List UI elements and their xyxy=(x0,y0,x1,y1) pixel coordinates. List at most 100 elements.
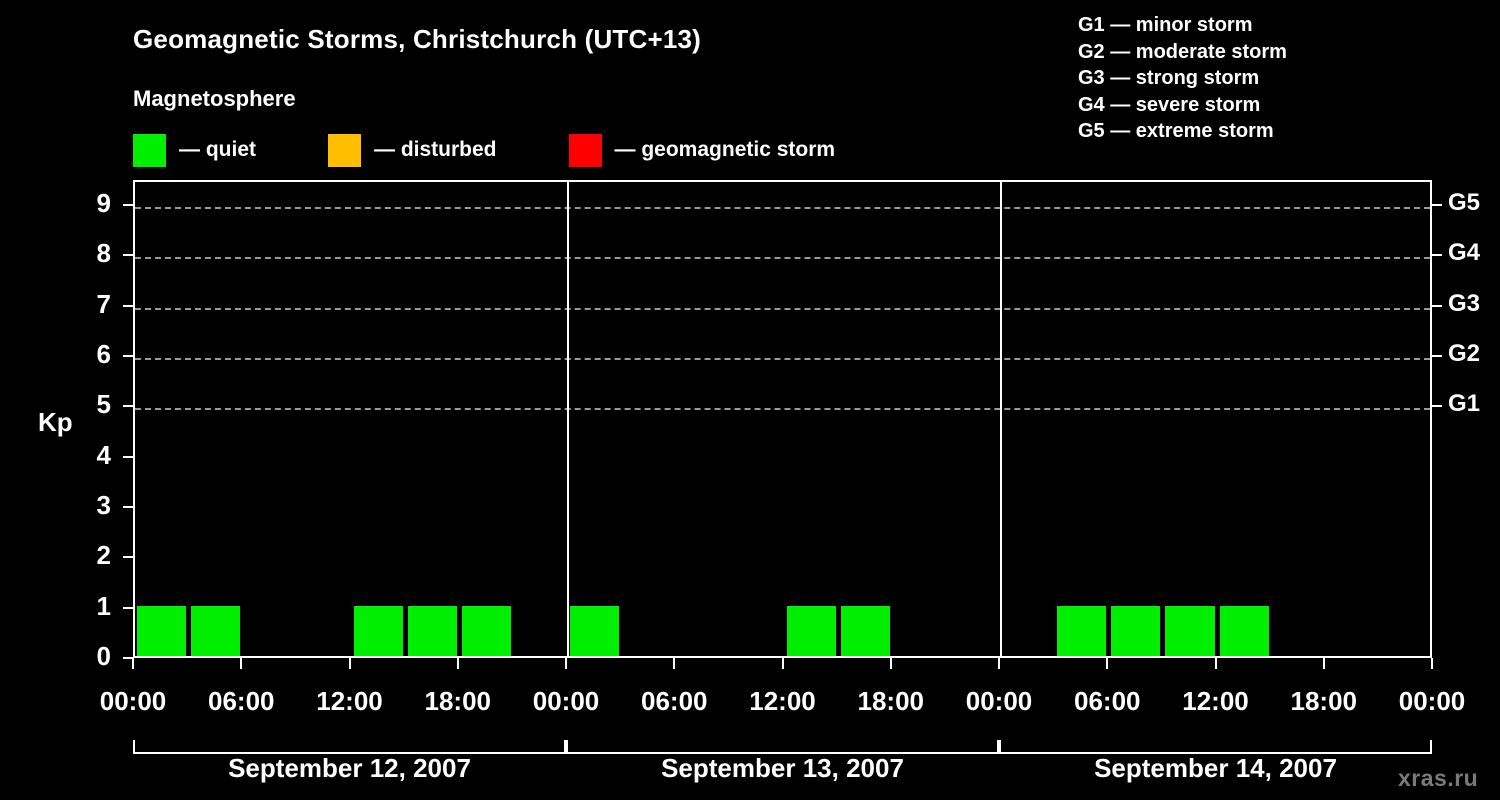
x-axis-tick-label: 00:00 xyxy=(532,686,600,716)
bar xyxy=(353,605,403,656)
bar xyxy=(1219,605,1269,656)
g-axis-tick xyxy=(1432,254,1442,257)
date-bracket xyxy=(999,740,1432,754)
x-axis-tick xyxy=(132,658,134,669)
g-axis-tick-label: G1 xyxy=(1448,390,1481,418)
x-axis-tick xyxy=(1106,658,1109,669)
y-axis-tick xyxy=(123,405,133,408)
x-axis-tick-label: 00:00 xyxy=(99,686,167,716)
g-axis-tick xyxy=(1432,204,1442,207)
gridline xyxy=(135,207,1430,210)
y-axis-tick-label: 4 xyxy=(96,439,111,470)
x-axis-tick-label: 06:00 xyxy=(208,686,275,716)
plot-area xyxy=(133,180,1432,658)
g-axis-tick-label: G5 xyxy=(1448,189,1481,217)
gridline xyxy=(135,257,1430,260)
y-axis-tick xyxy=(123,657,133,659)
legend-swatch-disturbed xyxy=(328,133,361,167)
magnetosphere-legend: — quiet — disturbed — geomagnetic storm xyxy=(133,133,835,167)
g-scale-legend: G1 — minor storm G2 — moderate storm G3 … xyxy=(1078,12,1287,145)
legend-label-storm: — geomagnetic storm xyxy=(614,138,836,161)
legend-swatch-quiet xyxy=(133,133,166,167)
x-axis-tick xyxy=(1322,658,1325,669)
bar xyxy=(840,605,890,656)
bar xyxy=(1111,605,1161,656)
y-axis-tick-label: 9 xyxy=(96,188,111,219)
x-axis-tick xyxy=(1214,658,1217,669)
bar xyxy=(137,605,187,656)
bar xyxy=(786,605,836,656)
bar xyxy=(407,605,457,656)
x-axis-tick xyxy=(565,658,567,669)
date-label: September 13, 2007 xyxy=(661,753,904,783)
x-axis-tick xyxy=(1431,658,1433,669)
y-axis-tick xyxy=(123,506,133,509)
date-label: September 14, 2007 xyxy=(1094,753,1337,783)
date-bracket xyxy=(566,740,999,754)
x-axis-tick xyxy=(348,658,351,669)
y-axis-tick-label: 7 xyxy=(96,288,111,319)
y-axis-title: Kp xyxy=(38,407,73,437)
y-axis-tick-label: 6 xyxy=(96,339,111,370)
g-axis-tick-label: G3 xyxy=(1448,289,1481,317)
x-axis-tick xyxy=(456,658,459,669)
g-scale-legend-item-g4: G4 — severe storm xyxy=(1078,93,1261,116)
legend-item-storm: — geomagnetic storm xyxy=(568,133,836,167)
g-scale-legend-item-g2: G2 — moderate storm xyxy=(1078,40,1287,63)
legend-item-disturbed: — disturbed xyxy=(328,133,497,167)
x-axis-tick-label: 00:00 xyxy=(1398,686,1466,716)
watermark: xras.ru xyxy=(1398,765,1479,791)
g-scale-legend-item-g5: G5 — extreme storm xyxy=(1078,120,1274,142)
g-scale-legend-item-g1: G1 — minor storm xyxy=(1078,14,1253,36)
day-separator xyxy=(1000,182,1002,656)
y-axis-tick-label: 2 xyxy=(96,540,111,571)
g-axis-tick-label: G4 xyxy=(1448,239,1481,267)
gridline xyxy=(135,358,1430,361)
legend-label-quiet: — quiet xyxy=(179,138,256,161)
y-axis-tick-label: 0 xyxy=(96,641,111,671)
x-axis-tick-label: 12:00 xyxy=(316,686,383,716)
y-axis-tick-label: 3 xyxy=(96,490,111,521)
x-axis-tick-label: 06:00 xyxy=(641,686,708,716)
page-title: Geomagnetic Storms, Christchurch (UTC+13… xyxy=(133,24,702,54)
bar xyxy=(461,605,511,656)
y-axis-tick xyxy=(123,204,133,207)
g-axis-tick xyxy=(1432,355,1442,358)
x-axis-tick-label: 18:00 xyxy=(857,686,925,716)
day-separator xyxy=(567,182,569,656)
x-axis-tick-label: 06:00 xyxy=(1074,686,1141,716)
g-axis-tick-label: G2 xyxy=(1448,340,1481,368)
y-axis-tick-label: 8 xyxy=(96,238,111,269)
y-axis-tick-label: 1 xyxy=(96,590,111,621)
bar xyxy=(191,605,241,656)
date-bracket xyxy=(133,740,566,754)
g-scale-legend-item-g3: G3 — strong storm xyxy=(1078,67,1260,89)
y-axis-tick xyxy=(123,455,133,458)
x-axis-tick-label: 18:00 xyxy=(424,686,492,716)
bar xyxy=(1057,605,1107,656)
bar xyxy=(1165,605,1215,656)
g-axis-tick xyxy=(1432,304,1442,307)
y-axis-tick xyxy=(123,355,133,358)
x-axis-tick xyxy=(673,658,676,669)
x-axis-tick xyxy=(240,658,243,669)
gridline xyxy=(135,307,1430,310)
x-axis-tick-label: 12:00 xyxy=(1182,686,1249,716)
y-axis-tick xyxy=(123,556,133,559)
x-axis-tick-label: 00:00 xyxy=(965,686,1033,716)
x-axis-tick xyxy=(998,658,1000,669)
gridline xyxy=(135,408,1430,411)
x-axis-tick-label: 12:00 xyxy=(749,686,816,716)
x-axis-tick xyxy=(781,658,784,669)
legend-item-quiet: — quiet xyxy=(133,133,256,167)
g-axis-tick xyxy=(1432,405,1442,408)
y-axis-tick xyxy=(123,254,133,257)
legend-swatch-storm xyxy=(568,133,602,167)
y-axis-tick-label: 5 xyxy=(96,389,111,420)
x-axis-tick-label: 18:00 xyxy=(1290,686,1358,716)
bar xyxy=(570,605,620,656)
legend-label-disturbed: — disturbed xyxy=(374,138,497,161)
y-axis-tick xyxy=(123,304,133,307)
x-axis-tick xyxy=(889,658,892,669)
y-axis-tick xyxy=(123,606,133,609)
